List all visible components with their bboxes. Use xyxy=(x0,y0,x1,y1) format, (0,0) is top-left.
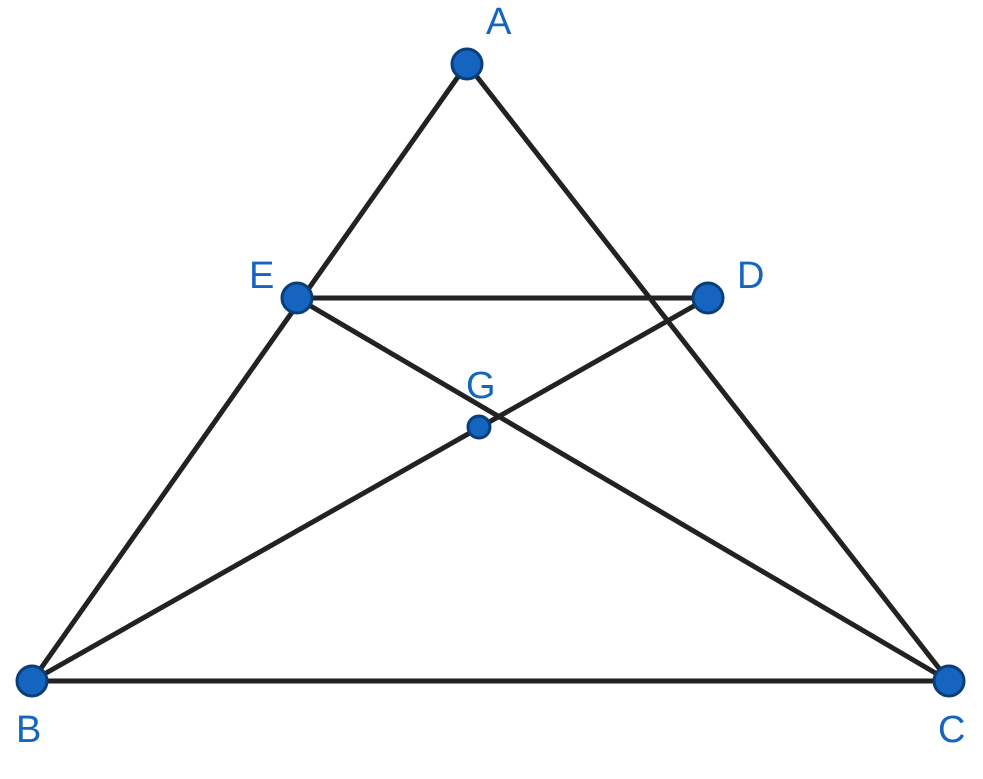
labels-group: A B C D E G xyxy=(16,1,965,751)
label-E: E xyxy=(249,255,274,297)
segment-AB xyxy=(32,64,467,681)
label-D: D xyxy=(737,255,764,297)
point-E xyxy=(282,283,312,313)
point-A xyxy=(452,49,482,79)
segment-CE xyxy=(297,298,949,681)
geometry-diagram: A B C D E G xyxy=(0,0,983,779)
point-G xyxy=(468,416,490,438)
point-C xyxy=(934,666,964,696)
label-A: A xyxy=(486,1,512,43)
label-B: B xyxy=(16,709,41,751)
point-D xyxy=(693,283,723,313)
label-G: G xyxy=(466,365,496,407)
point-B xyxy=(17,666,47,696)
segment-AC xyxy=(467,64,949,681)
label-C: C xyxy=(938,709,965,751)
segment-BD xyxy=(32,298,708,681)
